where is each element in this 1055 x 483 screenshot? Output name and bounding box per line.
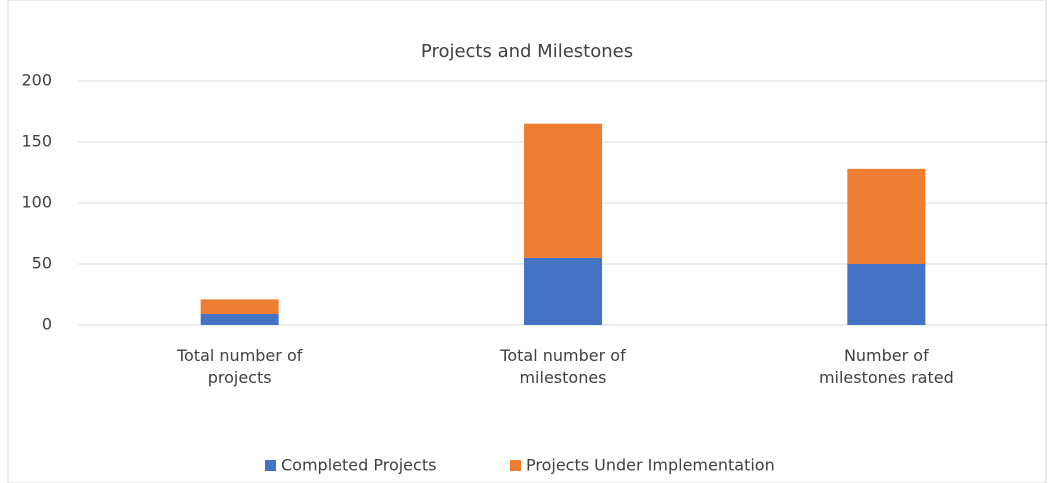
bar-segment	[200, 314, 279, 325]
x-tick-label: Number of milestones rated	[818, 346, 954, 387]
chart-frame	[7, 0, 1047, 483]
legend-swatch	[265, 460, 276, 471]
y-tick-label: 200	[21, 71, 52, 90]
y-tick-label: 0	[42, 315, 52, 334]
legend-label: Projects Under Implementation	[526, 456, 775, 475]
x-tick-label: Total number of milestones	[500, 346, 626, 387]
bar-segment	[200, 299, 279, 315]
bar-segment	[847, 168, 926, 264]
legend-swatch	[510, 460, 521, 471]
y-tick-label: 150	[21, 132, 52, 151]
bar-segment	[847, 264, 926, 325]
chart-title: Projects and Milestones	[421, 41, 633, 62]
bar-segment	[524, 257, 602, 325]
legend-label: Completed Projects	[281, 456, 436, 475]
y-tick-label: 100	[21, 193, 52, 212]
x-tick-label: Total number of projects	[176, 346, 303, 387]
y-tick-label: 50	[32, 254, 52, 273]
bar-segment	[524, 123, 602, 258]
